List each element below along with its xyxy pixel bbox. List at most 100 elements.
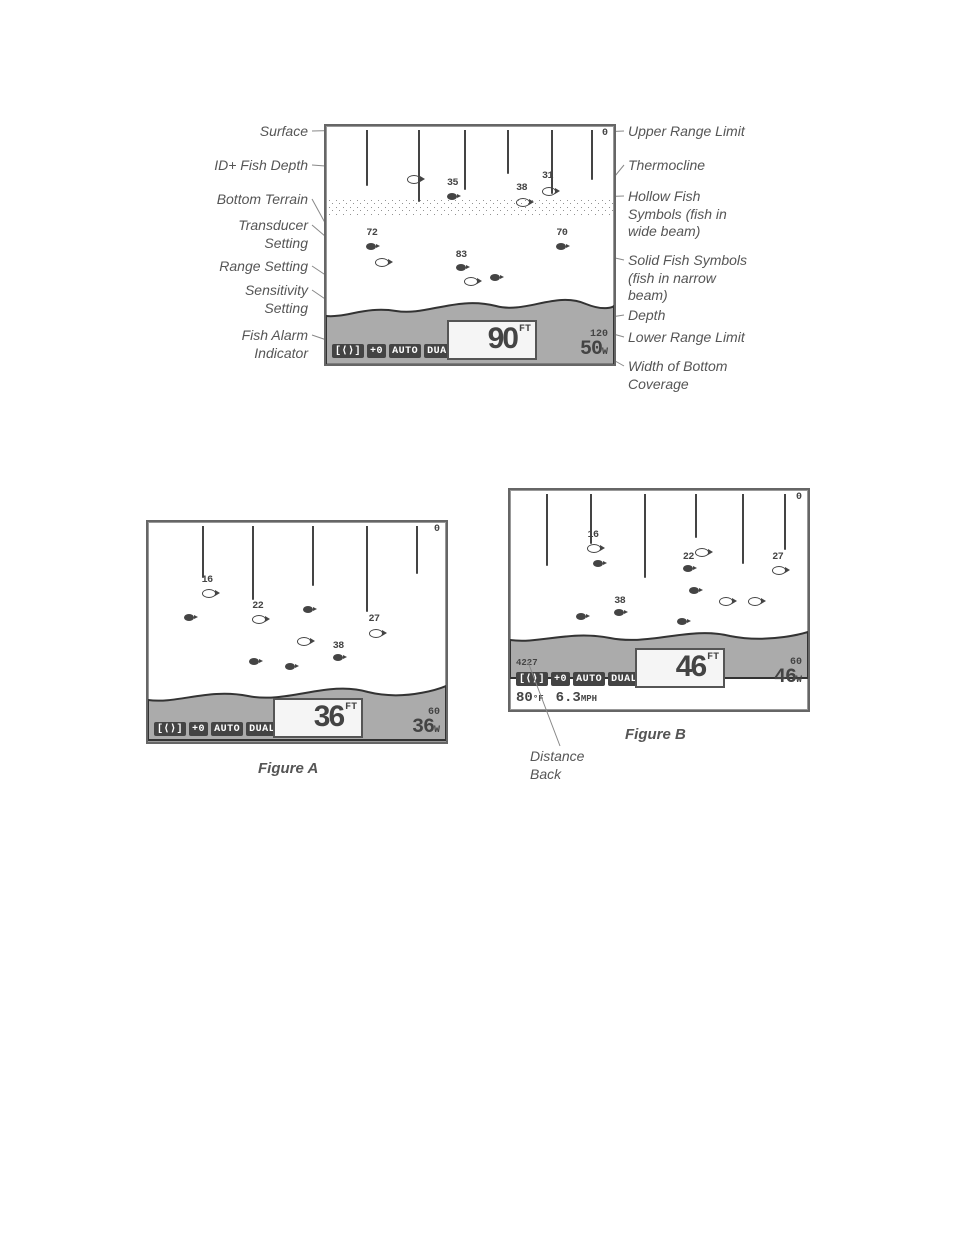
callout-lower_range: Lower Range Limit	[628, 329, 745, 347]
surface-marker	[202, 526, 204, 578]
temp-value: 80°F	[516, 690, 544, 706]
fish-solid-icon	[683, 565, 697, 573]
depth-value: 46	[676, 652, 705, 682]
fish-solid-icon	[556, 243, 570, 251]
speed-unit: MPH	[581, 694, 597, 704]
thermocline-band	[326, 197, 614, 217]
figure-a-caption: Figure A	[258, 760, 318, 777]
range-width-readout: 6046W	[774, 658, 802, 688]
depth-unit: FT	[345, 702, 357, 713]
bottom-width-unit: W	[602, 347, 608, 358]
surface-marker	[591, 130, 593, 180]
fish-depth-label: 70	[556, 228, 567, 239]
fish-depth-label: 16	[202, 575, 213, 586]
sonar-display-figure-a: 016222738[⟨⟩]+0AUTODUAL36FT6036W	[146, 520, 448, 744]
temp-unit: °F	[533, 694, 544, 704]
fish-depth-label: 16	[587, 530, 598, 541]
fish-depth-label: 31	[542, 171, 553, 182]
callout-width_bottom: Width of Bottom Coverage	[628, 358, 727, 393]
depth-readout-box: 90FT	[447, 320, 537, 360]
fish-alarm-indicator: [⟨⟩]	[332, 344, 364, 358]
depth-readout-box: 46FT	[635, 648, 725, 688]
callout-upper_range: Upper Range Limit	[628, 123, 745, 141]
bottom-width-value: 46	[774, 666, 796, 689]
callout-transducer: Transducer Setting	[238, 217, 308, 252]
callout-solid_fish: Solid Fish Symbols (fish in narrow beam)	[628, 252, 747, 305]
fish-depth-label: 35	[447, 178, 458, 189]
sonar-display-top: 0353831728370[⟨⟩]+0AUTODUAL90FT12050W	[324, 124, 616, 366]
fish-hollow-icon	[407, 174, 425, 184]
depth-value: 36	[314, 702, 343, 732]
range-width-readout: 6036W	[412, 708, 440, 738]
depth-unit: FT	[519, 324, 531, 335]
status-bar: [⟨⟩]+0AUTODUAL	[516, 672, 640, 686]
fish-hollow-icon	[516, 197, 534, 207]
surface-marker	[546, 494, 548, 566]
fish-hollow-icon	[297, 636, 315, 646]
fish-alarm-indicator: [⟨⟩]	[516, 672, 548, 686]
fish-depth-label: 38	[516, 183, 527, 194]
fish-hollow-icon	[252, 614, 270, 624]
callout-id_fish_depth: ID+ Fish Depth	[214, 157, 308, 175]
fish-hollow-icon	[202, 588, 220, 598]
surface-marker	[366, 526, 368, 612]
callout-sensitivity: Sensitivity Setting	[245, 282, 308, 317]
fish-depth-label: 72	[366, 228, 377, 239]
fish-depth-label: 22	[683, 552, 694, 563]
fish-hollow-icon	[772, 565, 790, 575]
surface-marker	[464, 130, 466, 190]
status-bar: [⟨⟩]+0AUTODUAL	[154, 722, 278, 736]
depth-readout-box: 36FT	[273, 698, 363, 738]
bottom-width-value: 36	[412, 716, 434, 739]
fish-hollow-icon	[587, 543, 605, 553]
fish-depth-label: 27	[369, 614, 380, 625]
fish-alarm-indicator: [⟨⟩]	[154, 722, 186, 736]
fish-solid-icon	[593, 560, 607, 568]
upper-range-zero: 0	[434, 524, 440, 535]
surface-marker	[416, 526, 418, 574]
callout-range_setting: Range Setting	[219, 258, 308, 276]
fish-solid-icon	[456, 264, 470, 272]
callout-thermocline: Thermocline	[628, 157, 705, 175]
callout-fish_alarm: Fish Alarm Indicator	[242, 327, 308, 362]
surface-marker	[644, 494, 646, 578]
callout-surface: Surface	[260, 123, 308, 141]
upper-range-zero: 0	[602, 128, 608, 139]
fish-solid-icon	[447, 193, 461, 201]
sensitivity-indicator: +0	[189, 722, 208, 736]
depth-value: 90	[488, 324, 517, 354]
fish-depth-label: 38	[614, 596, 625, 607]
fish-depth-label: 38	[333, 641, 344, 652]
fish-solid-icon	[303, 606, 317, 614]
fish-solid-icon	[366, 243, 380, 251]
fish-depth-label: 83	[456, 250, 467, 261]
sensitivity-indicator: +0	[367, 344, 386, 358]
fish-solid-icon	[689, 587, 703, 595]
surface-marker	[418, 130, 420, 202]
surface-marker	[252, 526, 254, 600]
fish-hollow-icon	[375, 257, 393, 267]
range-mode-indicator: AUTO	[211, 722, 243, 736]
sonar-display-figure-b: 0162227384227[⟨⟩]+0AUTODUAL46FT6046W80°F…	[508, 488, 810, 712]
range-mode-indicator: AUTO	[573, 672, 605, 686]
callout-hollow_fish: Hollow Fish Symbols (fish in wide beam)	[628, 188, 727, 241]
figure-b-callout-line	[0, 0, 954, 820]
callout-bottom_terrain: Bottom Terrain	[217, 191, 308, 209]
fish-hollow-icon	[369, 628, 387, 638]
fish-hollow-icon	[695, 547, 713, 557]
bottom-width-unit: W	[434, 725, 440, 736]
surface-marker	[551, 130, 553, 194]
callout-depth: Depth	[628, 307, 665, 325]
fish-depth-label: 22	[252, 601, 263, 612]
range-mode-indicator: AUTO	[389, 344, 421, 358]
bottom-width-value: 50	[580, 338, 602, 361]
speed-value: 6.3MPH	[556, 690, 597, 706]
surface-marker	[507, 130, 509, 174]
fish-hollow-icon	[542, 186, 560, 196]
sensitivity-indicator: +0	[551, 672, 570, 686]
range-width-readout: 12050W	[580, 330, 608, 360]
surface-marker	[742, 494, 744, 564]
figure-b-caption: Figure B	[625, 726, 686, 743]
surface-marker	[312, 526, 314, 586]
distance-back-label: Distance Back	[530, 748, 584, 783]
